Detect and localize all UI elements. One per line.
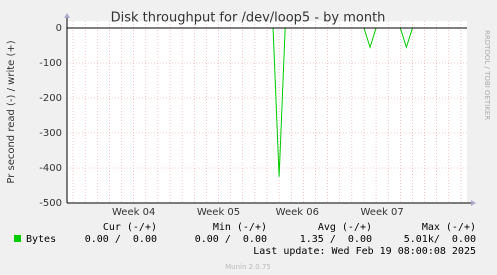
legend-label: Bytes <box>26 234 56 245</box>
grid <box>67 21 467 204</box>
y-tick-label: -500 <box>39 198 62 209</box>
stats-header: Cur (-/+) <box>103 222 157 233</box>
y-tick-label: 0 <box>56 23 62 34</box>
y-axis-arrow <box>64 13 70 18</box>
stats-header: Avg (-/+) <box>318 222 372 233</box>
x-tick-label: Week 04 <box>112 207 155 218</box>
last-update: Last update: Wed Feb 19 08:00:08 2025 <box>253 246 476 257</box>
stats-header: Min (-/+) <box>213 222 267 233</box>
x-tick-label: Week 07 <box>360 207 403 218</box>
legend-swatch <box>14 235 21 242</box>
y-axis-label: Pr second read (-) / write (+) <box>6 40 17 183</box>
x-axis-arrow <box>471 200 476 206</box>
x-tick-label: Week 06 <box>276 207 319 218</box>
x-tick-label: Week 05 <box>197 207 240 218</box>
stats-value: 0.00 / 0.00 <box>85 234 157 245</box>
y-tick-label: -100 <box>39 58 62 69</box>
chart-title: Disk throughput for /dev/loop5 - by mont… <box>111 11 386 26</box>
stats-value: 0.00 / 0.00 <box>195 234 267 245</box>
stats-value: 1.35 / 0.00 <box>300 234 372 245</box>
y-tick-label: -200 <box>39 93 62 104</box>
y-tick-label: -300 <box>39 128 62 139</box>
stats-value: 5.01k/ 0.00 <box>404 234 476 245</box>
footer: Munin 2.0.75 <box>225 263 271 271</box>
side-text: RRDTOOL / TOBI OETIKER <box>483 30 491 120</box>
y-tick-label: -400 <box>39 163 62 174</box>
stats-header: Max (-/+) <box>422 222 476 233</box>
